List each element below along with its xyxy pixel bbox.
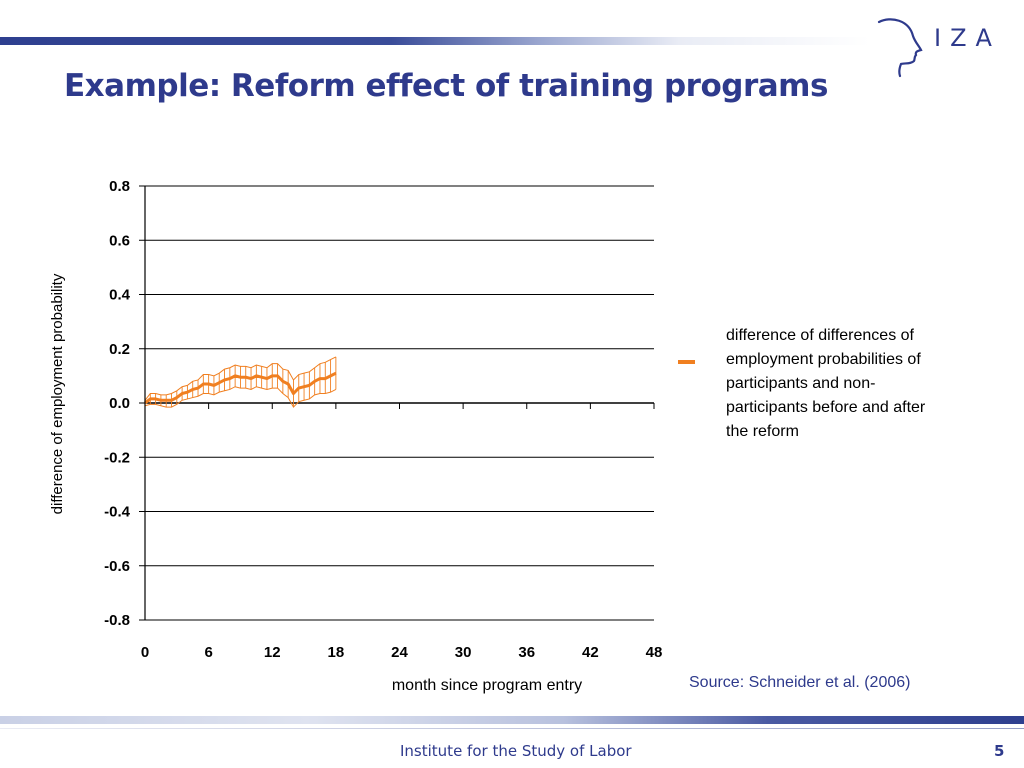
- x-tick-label: 18: [328, 644, 345, 661]
- chart-axes: [139, 185, 655, 621]
- x-tick-label: 12: [264, 644, 281, 661]
- y-tick-label: 0.2: [109, 341, 130, 358]
- x-tick-label: 6: [204, 644, 212, 661]
- x-tick-label: 0: [141, 644, 149, 661]
- y-tick-label: -0.4: [104, 504, 131, 521]
- legend-swatch: [678, 360, 695, 364]
- y-tick-label: 0.8: [109, 178, 130, 195]
- y-tick-label: -0.2: [104, 449, 130, 466]
- y-tick-label: 0.0: [109, 395, 130, 412]
- x-tick-label: 30: [455, 644, 472, 661]
- y-tick-label: 0.6: [109, 232, 130, 249]
- series-line: [144, 371, 337, 405]
- chart-x-axis-label: month since program entry: [392, 677, 582, 694]
- footer-institute-name: Institute for the Study of Labor: [400, 742, 632, 760]
- y-tick-label: -0.8: [104, 612, 130, 629]
- footer-band: [0, 716, 1024, 724]
- x-tick-label: 24: [391, 644, 408, 661]
- x-tick-label: 42: [582, 644, 599, 661]
- chart-y-axis-label: difference of employment probability: [49, 273, 66, 514]
- x-tick-label: 48: [646, 644, 663, 661]
- iza-head-logo-icon: [877, 18, 923, 78]
- iza-logo-text: IZA: [934, 24, 1001, 52]
- legend-entry-label: difference of differences of employment …: [726, 327, 926, 440]
- page-number: 5: [994, 742, 1005, 760]
- header-band: [0, 37, 870, 45]
- chart-x-tick-labels: 0 6 12 18 24 30 36 42 48: [141, 644, 663, 661]
- source-citation: Source: Schneider et al. (2006): [689, 674, 911, 691]
- chart-y-tick-labels: 0.8 0.6 0.4 0.2 0.0 -0.2 -0.4 -0.6 -0.8: [104, 178, 131, 629]
- footer-line: [0, 728, 1024, 729]
- y-tick-label: 0.4: [109, 287, 131, 304]
- y-tick-label: -0.6: [104, 558, 130, 575]
- slide-title: Example: Reform effect of training progr…: [64, 68, 828, 104]
- confidence-lower-line: [144, 386, 337, 408]
- x-tick-label: 36: [518, 644, 535, 661]
- chart-series: [144, 371, 337, 405]
